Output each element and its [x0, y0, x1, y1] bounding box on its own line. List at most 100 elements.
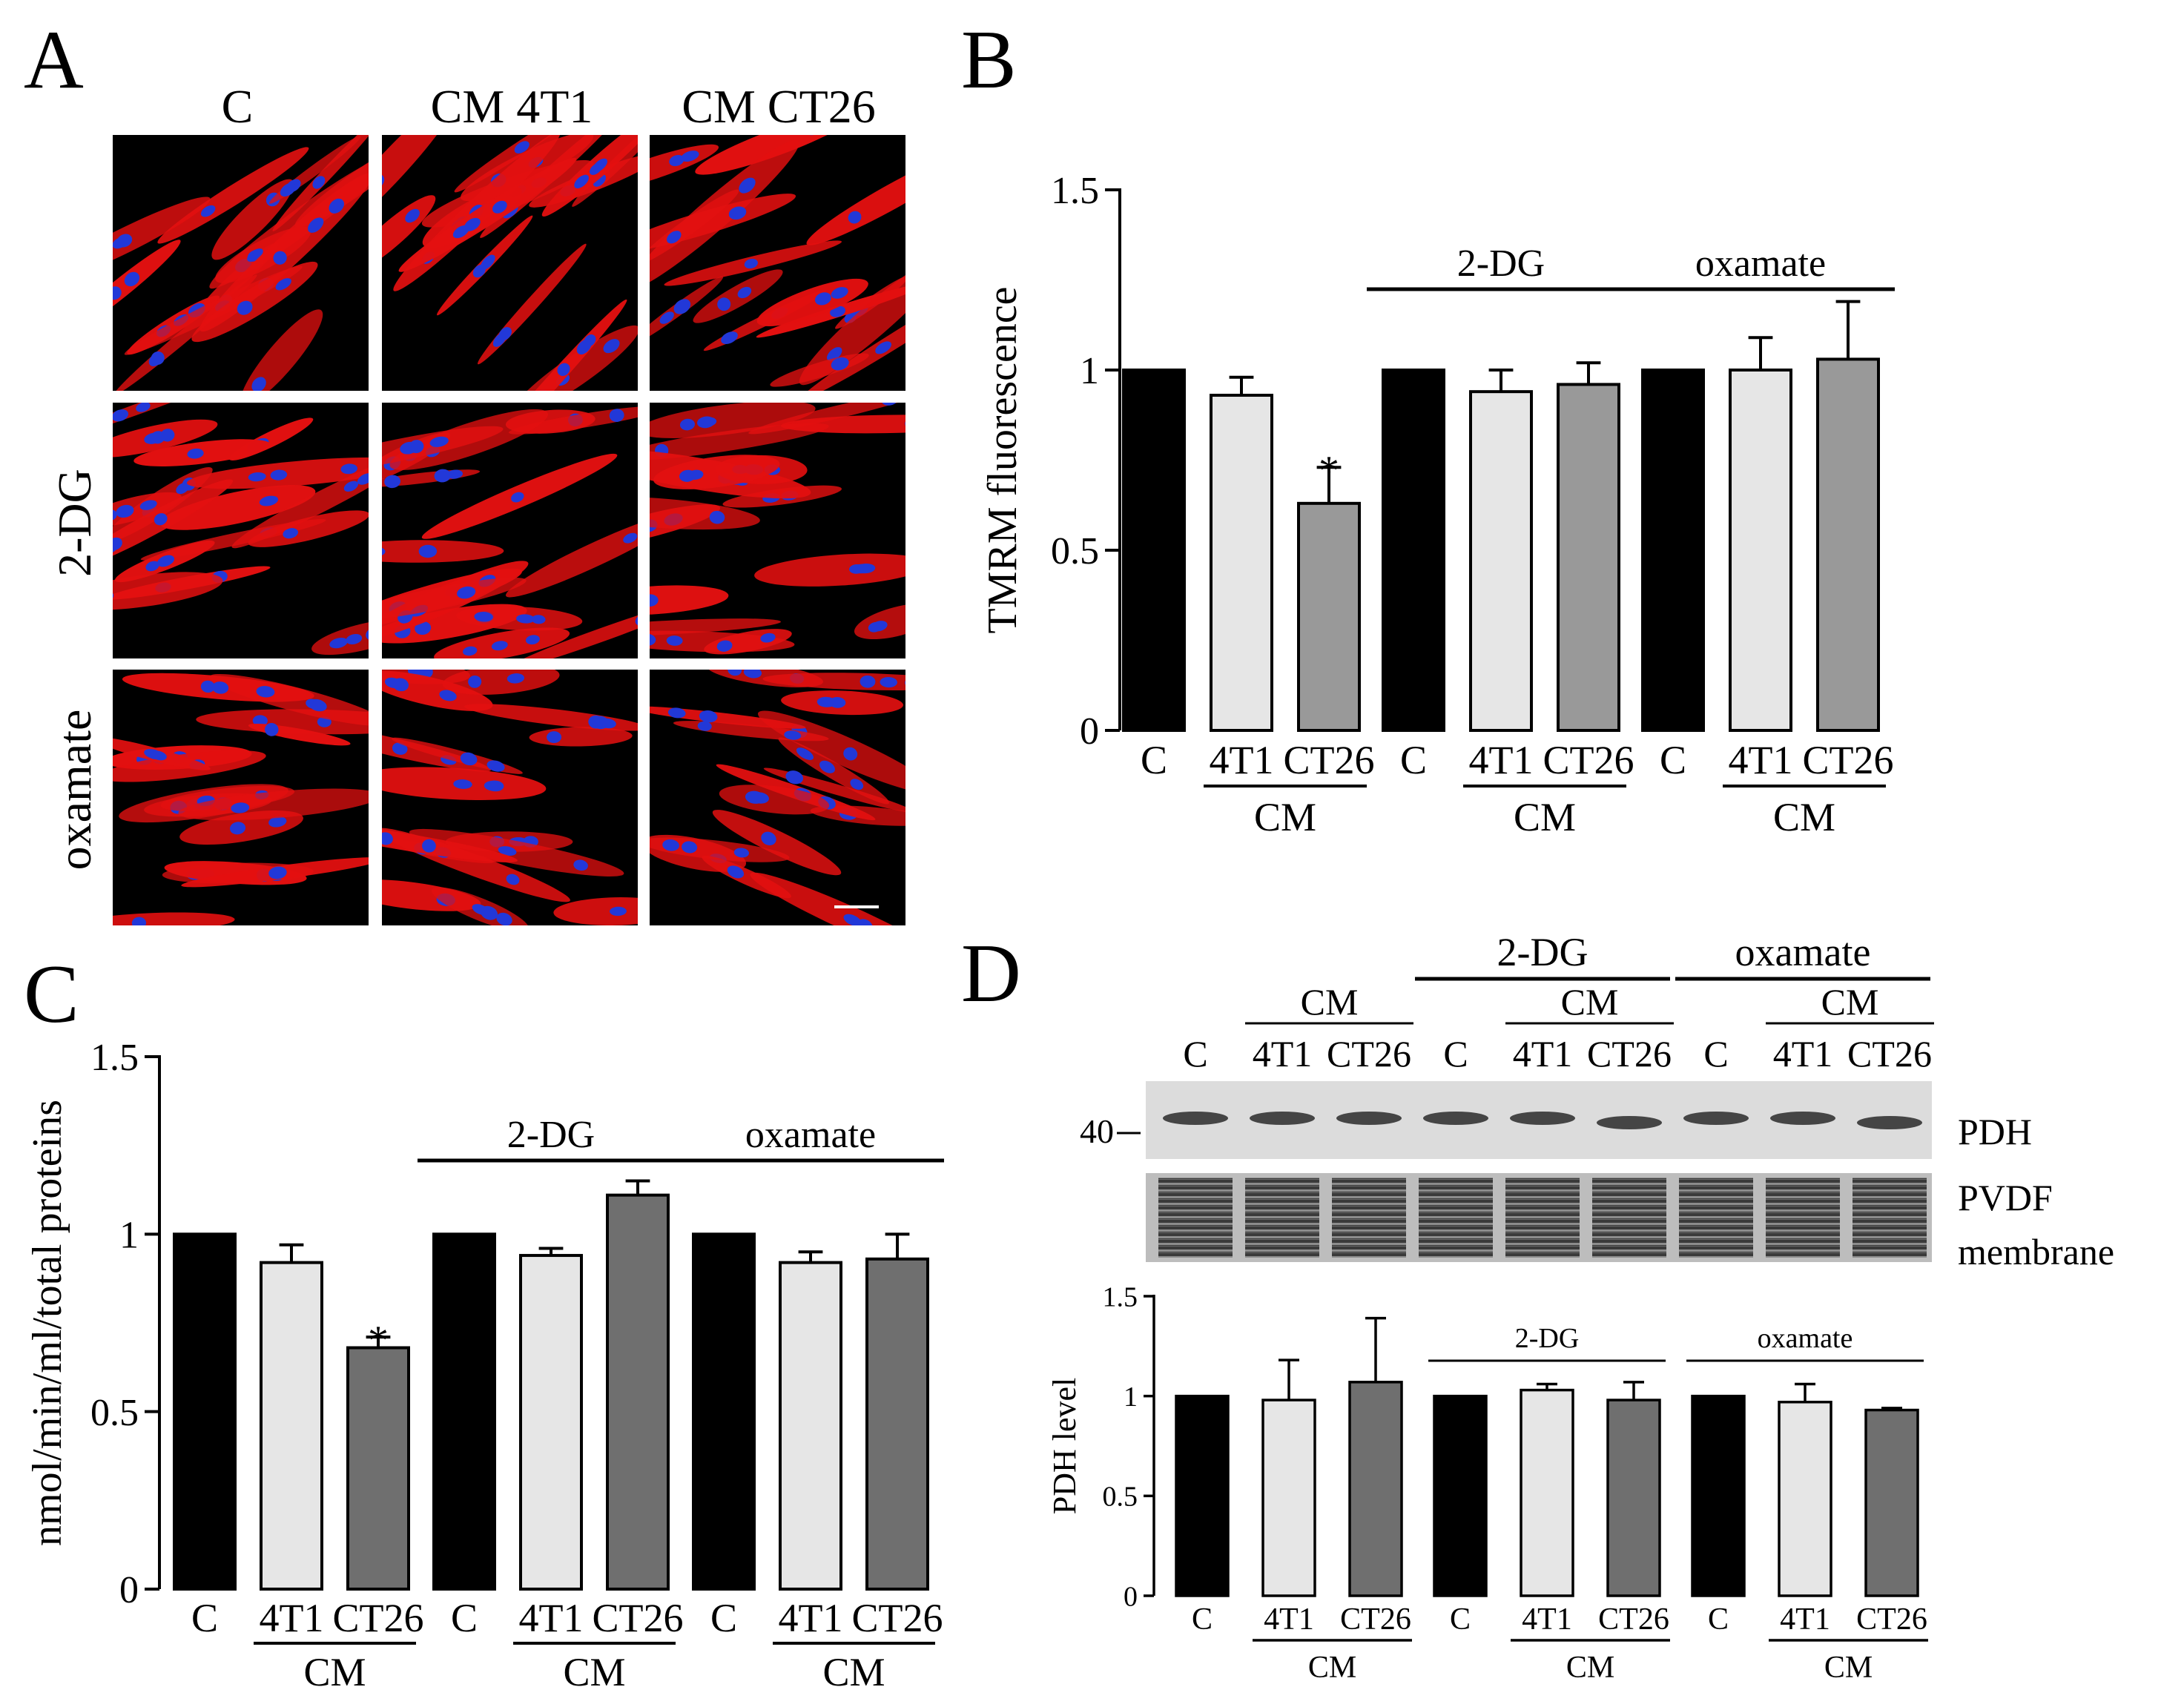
nucleus: [472, 264, 486, 278]
nucleus: [382, 547, 386, 556]
pvdf-lane: [1419, 1178, 1493, 1258]
nucleus: [511, 492, 524, 503]
bar: [173, 1232, 237, 1591]
nucleus: [850, 779, 864, 790]
bar: [1382, 369, 1445, 732]
chart-c-activity: 0 0.5 1 1.5 nmol/min/ml/total proteins C 4T1 * C…: [24, 1037, 944, 1694]
nucleus: [422, 839, 436, 853]
nucleus: [113, 509, 117, 521]
micrograph-tile: [113, 670, 369, 925]
nucleus: [679, 418, 695, 431]
nucleus: [409, 440, 424, 454]
nucleus: [908, 316, 930, 334]
nucleus: [880, 676, 897, 688]
myotube: [186, 457, 369, 489]
y-tick-label: 0: [119, 1569, 139, 1611]
bar: [692, 1232, 756, 1591]
nucleus: [492, 200, 507, 214]
bar: [1297, 501, 1361, 732]
nucleus: [682, 841, 698, 853]
y-tick-label: 0: [1080, 710, 1099, 753]
x-category-label: C: [1660, 738, 1686, 782]
nucleus: [831, 357, 849, 371]
blot-lane-label: C: [1443, 1033, 1468, 1074]
micro-column-c: C: [222, 80, 254, 133]
nucleus: [113, 409, 129, 422]
nucleus: [828, 696, 846, 708]
pdh-band: [1336, 1112, 1402, 1125]
nucleus: [610, 906, 627, 917]
myotube: [695, 135, 858, 175]
nucleus: [603, 339, 620, 354]
nucleus: [699, 710, 718, 723]
myotube: [800, 279, 905, 391]
x-category-label: CT26: [1802, 738, 1893, 782]
myotube: [231, 452, 369, 549]
nucleus: [484, 780, 503, 791]
nucleus: [329, 198, 345, 214]
panel-label-a: A: [24, 14, 84, 106]
cm-group-label: CM: [303, 1650, 366, 1694]
myotube: [719, 785, 830, 815]
nucleus: [574, 174, 590, 189]
myotube: [113, 572, 223, 610]
bar: [1433, 1394, 1488, 1597]
nucleus: [251, 377, 266, 391]
nucleus: [270, 469, 288, 481]
panel-label-d: D: [961, 928, 1021, 1020]
x-category-label: 4T1: [1264, 1602, 1314, 1637]
nucleus: [905, 417, 918, 430]
blot-lane-label: C: [1703, 1033, 1728, 1074]
y-tick-label: 1.5: [1051, 170, 1099, 212]
micrograph-tile: [650, 670, 905, 925]
nucleus: [584, 334, 596, 347]
myotube: [113, 240, 181, 338]
nucleus: [200, 680, 215, 693]
nucleus: [827, 347, 842, 362]
cm-group-label: CM: [1308, 1651, 1356, 1685]
myotube: [505, 512, 638, 598]
bar: [519, 1254, 583, 1591]
nucleus: [662, 839, 679, 851]
x-category-label: C: [1708, 1602, 1729, 1637]
nucleus: [673, 299, 691, 314]
myotube: [398, 157, 577, 272]
panel-label-c: C: [24, 948, 79, 1040]
nucleus: [506, 874, 520, 885]
nucleus: [716, 640, 733, 652]
nucleus: [124, 271, 140, 287]
nucleus: [516, 614, 535, 624]
nucleus: [280, 182, 297, 197]
molecular-weight-marker: 40: [1080, 1112, 1114, 1150]
y-tick-label: 0: [1124, 1581, 1138, 1612]
bar: [865, 1257, 929, 1591]
micrograph-tile: [382, 403, 638, 658]
nucleus: [659, 311, 674, 324]
nucleus: [498, 327, 512, 341]
myotube: [113, 479, 234, 570]
nucleus: [116, 504, 134, 518]
nucleus: [784, 730, 802, 740]
myotube: [409, 828, 624, 876]
x-category-label: C: [451, 1596, 478, 1640]
blot-cm-label: CM: [1821, 981, 1879, 1023]
nucleus: [212, 681, 229, 694]
nucleus: [457, 586, 476, 599]
nucleus: [392, 742, 408, 755]
myotube: [650, 496, 760, 530]
nucleus: [733, 848, 750, 858]
bar: [1557, 383, 1620, 732]
nucleus: [113, 286, 122, 300]
blot-lane-label: 4T1: [1773, 1033, 1833, 1074]
blot-cm-label: CM: [1561, 981, 1619, 1023]
blot-lane-label: C: [1183, 1033, 1207, 1074]
nucleus: [721, 331, 738, 344]
myotube: [272, 135, 369, 231]
cm-group-label: CM: [1773, 795, 1835, 839]
nucleus: [547, 731, 562, 744]
x-category-label: CT26: [332, 1596, 423, 1640]
bar: [1175, 1394, 1230, 1597]
bar: [606, 1193, 670, 1591]
nucleus: [514, 141, 529, 153]
